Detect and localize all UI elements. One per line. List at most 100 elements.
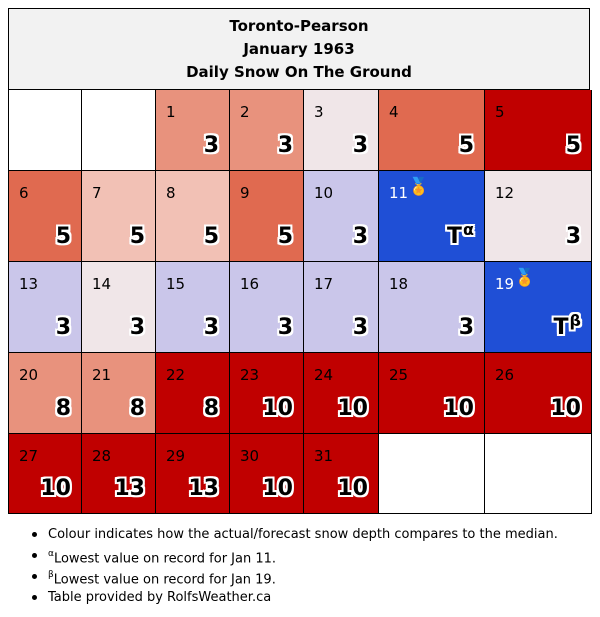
day-number: 11 xyxy=(389,184,409,202)
empty-cell xyxy=(8,90,82,171)
day-number: 31 xyxy=(314,447,334,465)
table-header: Toronto-Pearson January 1963 Daily Snow … xyxy=(8,8,590,90)
day-cell-10: 10 3 xyxy=(304,171,379,262)
snow-depth-value: 10 xyxy=(262,396,293,421)
day-cell-21: 21 8 xyxy=(82,353,156,434)
note-item: βLowest value on record for Jan 19. xyxy=(28,566,558,587)
day-cell-31: 31 10 xyxy=(304,434,379,514)
day-number: 4 xyxy=(389,103,399,121)
day-cell-17: 17 3 xyxy=(304,262,379,353)
day-number: 5 xyxy=(495,103,505,121)
table-subtitle: Daily Snow On The Ground xyxy=(186,62,412,81)
snow-depth-value: 3 xyxy=(565,224,581,249)
note-text: Lowest value on record for Jan 19. xyxy=(53,572,276,588)
day-number: 26 xyxy=(495,366,515,384)
snow-depth-value: 3 xyxy=(352,224,368,249)
day-number: 8 xyxy=(166,184,176,202)
note-marker: α xyxy=(48,549,54,559)
snow-depth-value: 10 xyxy=(337,476,368,501)
snow-depth-value: Tα xyxy=(446,220,474,249)
day-cell-12: 12 3 xyxy=(485,171,592,262)
medal-icon: 🏅 xyxy=(514,268,536,288)
day-cell-22: 22 8 xyxy=(156,353,230,434)
snow-depth-value: 8 xyxy=(203,396,219,421)
snow-depth-value: Tβ xyxy=(553,311,581,340)
day-number: 3 xyxy=(314,103,324,121)
day-number: 17 xyxy=(314,275,334,293)
snow-depth-value: 10 xyxy=(40,476,71,501)
snow-depth-value: 5 xyxy=(203,224,219,249)
medal-icon: 🏅 xyxy=(408,177,430,197)
note-item: αLowest value on record for Jan 11. xyxy=(28,545,558,566)
day-cell-28: 28 13 xyxy=(82,434,156,514)
day-number: 22 xyxy=(166,366,186,384)
day-number: 2 xyxy=(240,103,250,121)
day-cell-11: 11 🏅 Tα xyxy=(379,171,485,262)
day-number: 14 xyxy=(92,275,112,293)
day-cell-19: 19 🏅 Tβ xyxy=(485,262,592,353)
day-number: 21 xyxy=(92,366,112,384)
day-cell-30: 30 10 xyxy=(230,434,304,514)
snow-depth-value: 5 xyxy=(55,224,71,249)
empty-cell xyxy=(485,434,592,514)
note-text: Colour indicates how the actual/forecast… xyxy=(48,527,558,542)
snow-depth-value: 5 xyxy=(277,224,293,249)
snow-depth-value: 8 xyxy=(129,396,145,421)
record-footnote-marker: α xyxy=(463,220,474,239)
day-cell-24: 24 10 xyxy=(304,353,379,434)
snow-depth-value: 10 xyxy=(337,396,368,421)
day-cell-23: 23 10 xyxy=(230,353,304,434)
day-cell-15: 15 3 xyxy=(156,262,230,353)
day-cell-29: 29 13 xyxy=(156,434,230,514)
snow-depth-value: 3 xyxy=(352,133,368,158)
day-number: 7 xyxy=(92,184,102,202)
snow-depth-value: 3 xyxy=(203,315,219,340)
day-cell-18: 18 3 xyxy=(379,262,485,353)
note-marker: β xyxy=(48,570,54,580)
day-number: 10 xyxy=(314,184,334,202)
snow-depth-value: 5 xyxy=(565,133,581,158)
day-number: 13 xyxy=(19,275,39,293)
snow-depth-value: 3 xyxy=(277,133,293,158)
note-item: Table provided by RolfsWeather.ca xyxy=(28,587,558,608)
snow-depth-value: 10 xyxy=(262,476,293,501)
day-number: 24 xyxy=(314,366,334,384)
day-cell-26: 26 10 xyxy=(485,353,592,434)
snow-depth-value: 5 xyxy=(129,224,145,249)
snow-depth-value: 3 xyxy=(55,315,71,340)
empty-cell xyxy=(379,434,485,514)
day-number: 6 xyxy=(19,184,29,202)
snow-depth-value: 8 xyxy=(55,396,71,421)
day-number: 19 xyxy=(495,275,515,293)
day-number: 27 xyxy=(19,447,39,465)
notes-list: Colour indicates how the actual/forecast… xyxy=(28,524,558,608)
day-number: 20 xyxy=(19,366,39,384)
day-cell-14: 14 3 xyxy=(82,262,156,353)
snow-depth-value: 10 xyxy=(550,396,581,421)
snow-depth-value: 10 xyxy=(443,396,474,421)
day-cell-13: 13 3 xyxy=(8,262,82,353)
day-number: 29 xyxy=(166,447,186,465)
day-cell-20: 20 8 xyxy=(8,353,82,434)
snow-depth-value: 3 xyxy=(352,315,368,340)
day-number: 12 xyxy=(495,184,515,202)
day-number: 25 xyxy=(389,366,409,384)
note-text: Lowest value on record for Jan 11. xyxy=(53,551,277,567)
day-number: 23 xyxy=(240,366,260,384)
snow-depth-value: 13 xyxy=(114,476,145,501)
empty-cell xyxy=(82,90,156,171)
day-cell-16: 16 3 xyxy=(230,262,304,353)
station-title: Toronto-Pearson xyxy=(229,16,369,35)
month-title: January 1963 xyxy=(243,39,355,58)
day-cell-27: 27 10 xyxy=(8,434,82,514)
day-number: 9 xyxy=(240,184,250,202)
